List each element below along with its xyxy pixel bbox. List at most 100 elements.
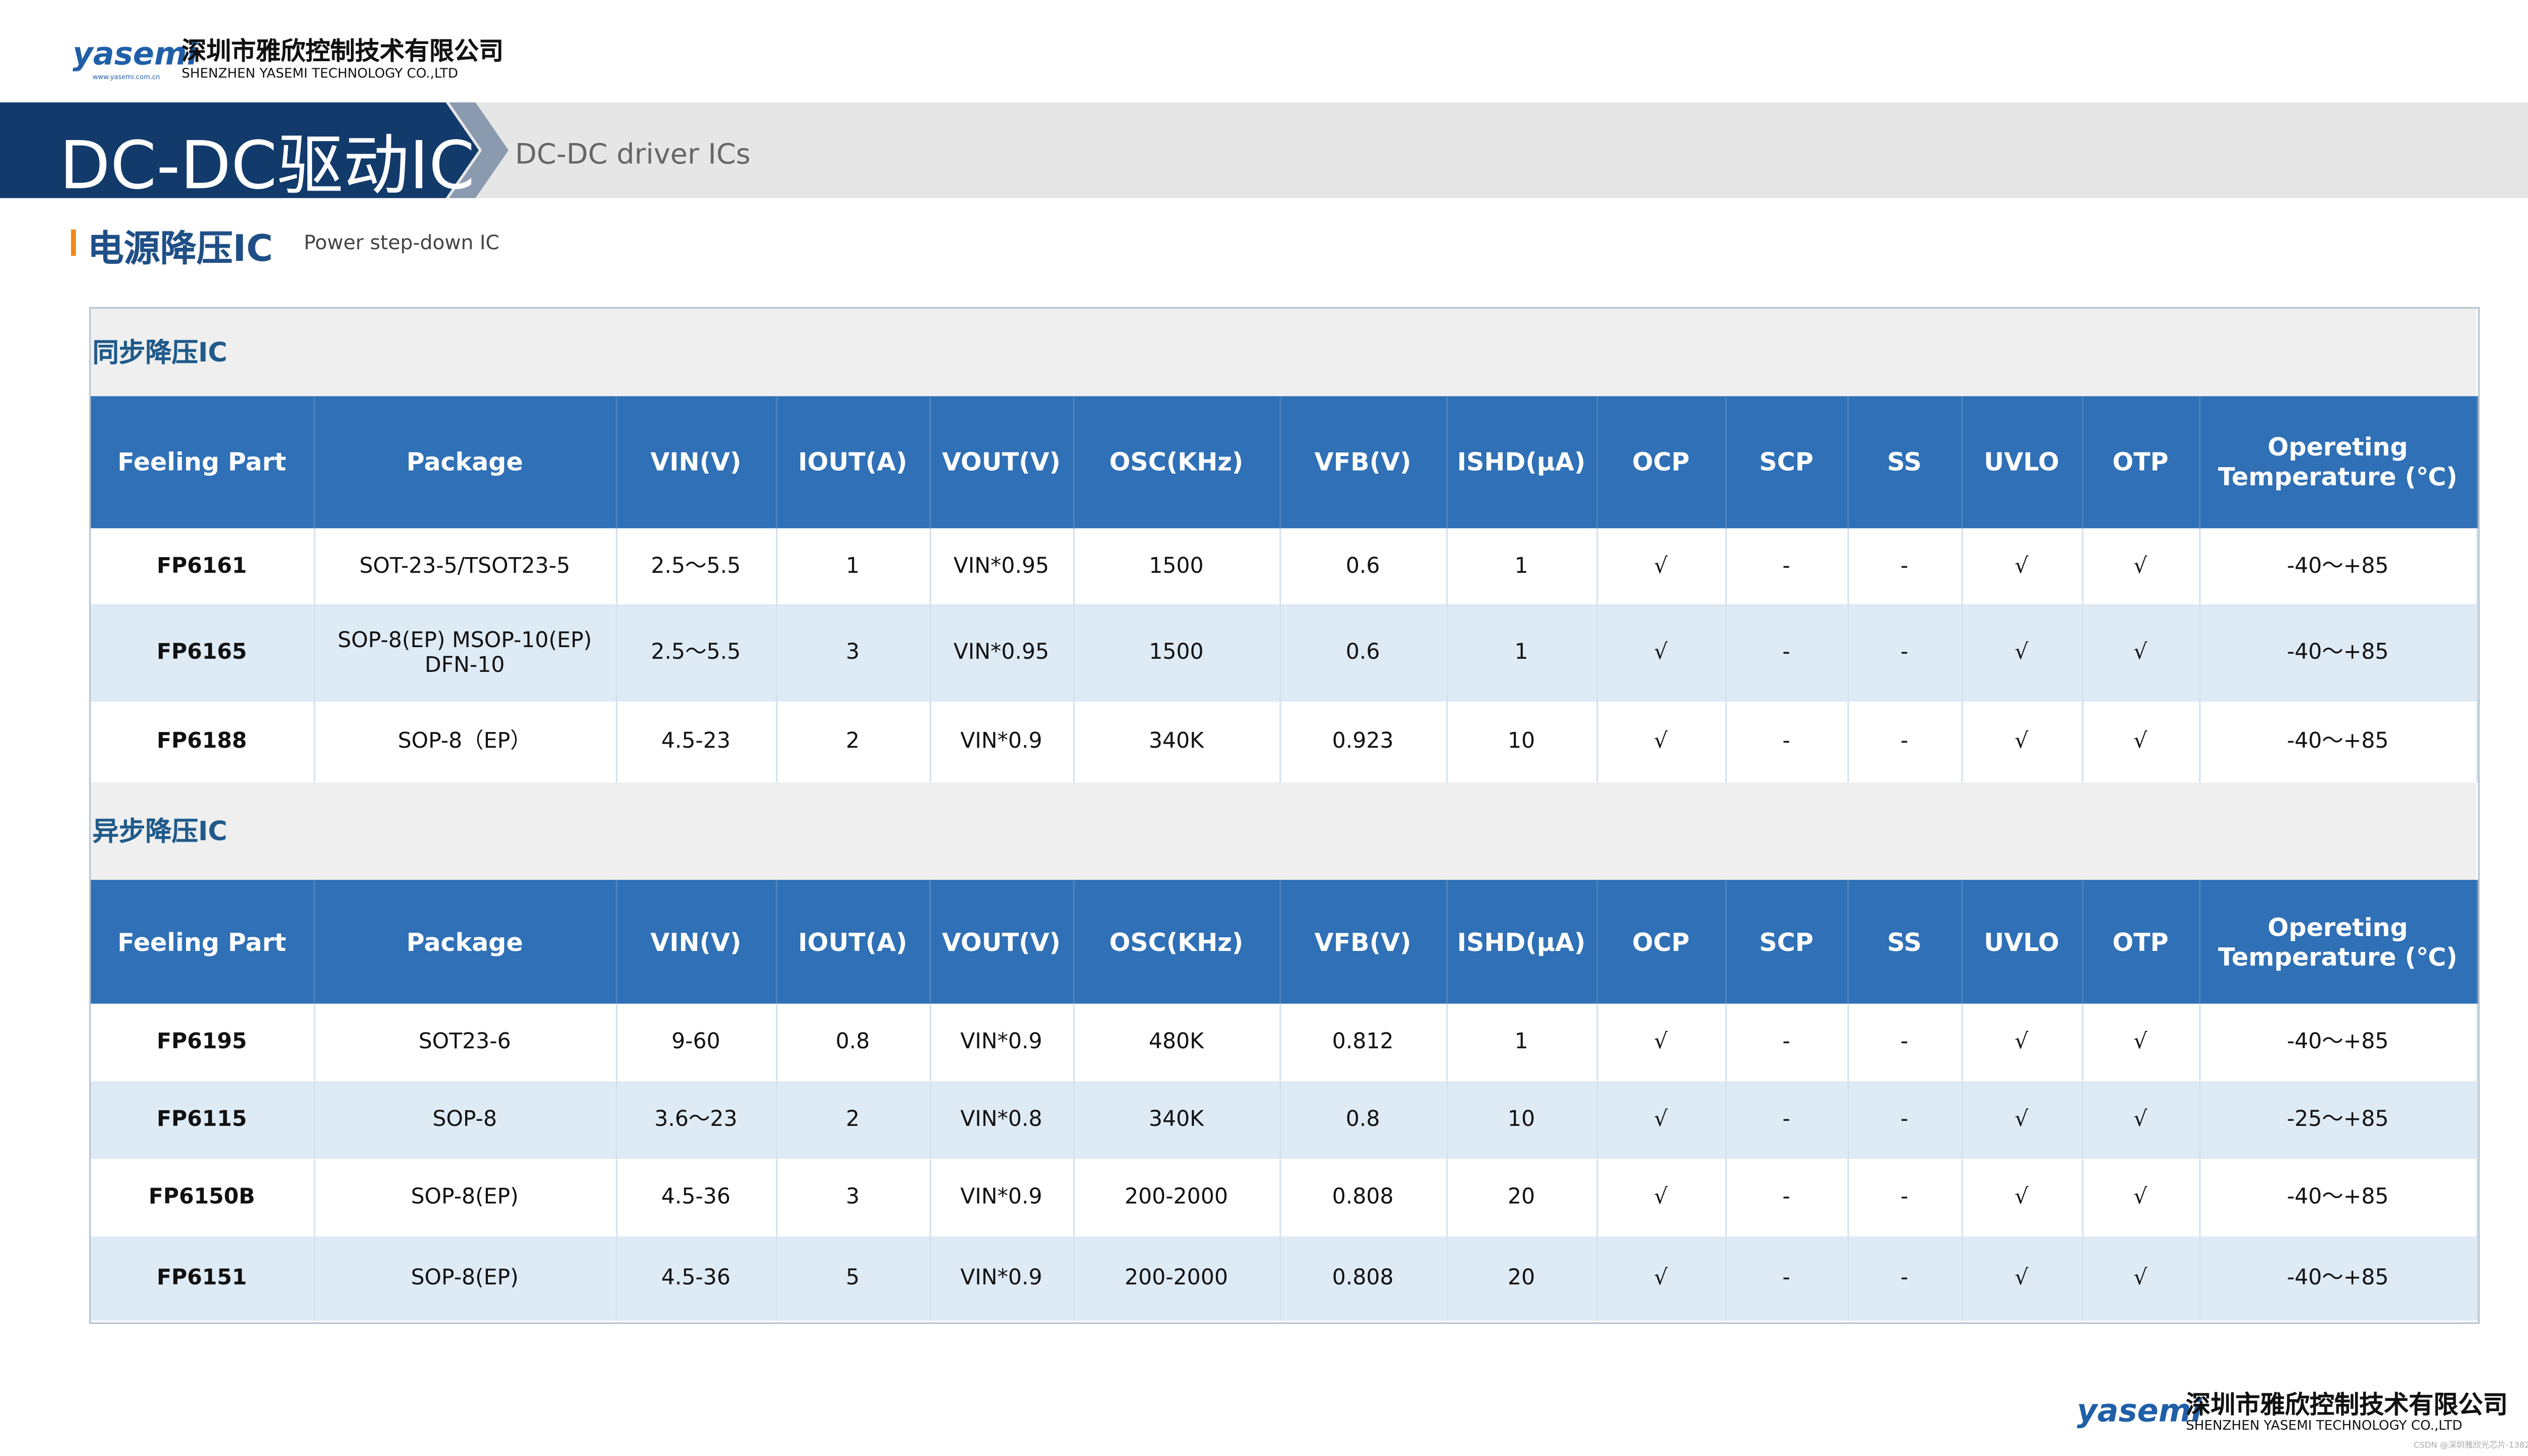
cell: 1 [1446,1004,1598,1081]
cell: 340K [1073,701,1281,783]
logo-url: www.yasemi.com.cn [92,72,160,81]
data-row: FP6151 SOP-8(EP) 4.5-36 5 VIN*0.9 200-2000 0.8… [91,1236,2477,1321]
cell: 4.5-23 [615,701,777,783]
cell: 5 [776,1236,931,1321]
cell: -40～+85 [2199,1159,2477,1237]
part-number: FP6161 [91,528,315,605]
cell: 20 [1446,1159,1598,1237]
cell: VIN*0.8 [929,1081,1074,1159]
cell: √ [1596,701,1726,783]
footer-company-en: SHENZHEN YASEMI TECHNOLOGY CO.,LTD [2186,1418,2463,1433]
cell: √ [1961,1004,2083,1081]
part-number: FP6115 [91,1081,315,1159]
cell: - [1725,604,1848,702]
data-row: FP6165 SOP-8(EP) MSOP-10(EP) DFN-10 2.5～5.… [91,604,2477,702]
cell: 10 [1446,1081,1598,1159]
cell: 2 [776,1081,931,1159]
cell: SOP-8(EP) [313,1159,617,1237]
cell: 0.808 [1279,1159,1448,1237]
cell: 480K [1073,1004,1281,1081]
cell: VIN*0.95 [929,528,1074,605]
cell: √ [2082,1081,2200,1159]
cell: 3.6～23 [615,1081,777,1159]
cell: - [1725,528,1848,605]
cell: 0.8 [776,1004,931,1081]
cell: SOT23-6 [313,1004,617,1081]
cell: 2 [776,701,931,783]
column-header: Feeling Part [91,396,315,528]
footer-company-cn: 深圳市雅欣控制技术有限公司 [2186,1390,2508,1420]
cell: √ [1596,604,1726,702]
column-header: OTP [2082,880,2200,1004]
column-header: VFB(V) [1279,396,1448,528]
cell: √ [1961,604,2083,702]
header-row: Feeling Part Package VIN(V) IOUT(A) VOUT(V) O… [91,396,2477,528]
cell: √ [1596,1236,1726,1321]
cell: 2.5～5.5 [615,604,777,702]
cell: 340K [1073,1081,1281,1159]
cell: - [1847,1004,1962,1081]
cell: √ [2082,1159,2200,1237]
page-subtitle: DC-DC driver ICs [515,139,751,172]
part-number: FP6151 [91,1236,315,1321]
cell: √ [1596,528,1726,605]
part-number: FP6165 [91,604,315,702]
column-header: VIN(V) [615,396,777,528]
cell: 0.6 [1279,528,1448,605]
column-header: VOUT(V) [929,396,1074,528]
cell: 4.5-36 [615,1159,777,1237]
table-title: 同步降压IC [91,308,2477,396]
data-row: FP6115 SOP-8 3.6～23 2 VIN*0.8 340K 0.8 10 √ - - √ √ -… [91,1081,2477,1159]
column-header: Feeling Part [91,880,315,1004]
column-header: VIN(V) [615,880,777,1004]
column-header: SCP [1725,880,1848,1004]
cell: VIN*0.9 [929,1236,1074,1321]
part-number: FP6150B [91,1159,315,1237]
column-header: OSC(KHz) [1073,880,1281,1004]
cell: 200-2000 [1073,1236,1281,1321]
cell: - [1725,1081,1848,1159]
cell: - [1725,1236,1848,1321]
cell: √ [2082,604,2200,702]
spec-table: 异步降压IC Feeling Part Package VIN(V) IOUT(A) VO… [91,782,2477,1321]
cell: √ [2082,1236,2200,1321]
cell: 1500 [1073,604,1281,702]
cell: √ [1961,1159,2083,1237]
table-title: 异步降压IC [91,782,2477,880]
part-number: FP6188 [91,701,315,783]
cell: √ [1596,1004,1726,1081]
cell: 0.808 [1279,1236,1448,1321]
cell: 0.812 [1279,1004,1448,1081]
cell: - [1847,1159,1962,1237]
cell: √ [1596,1159,1726,1237]
column-header: SS [1847,880,1962,1004]
cell: - [1725,1159,1848,1237]
watermark: CSDN @深圳雅欣光芯片-13826798872 [2413,1441,2528,1451]
cell: VIN*0.9 [929,701,1074,783]
cell: SOT-23-5/TSOT23-5 [313,528,617,605]
cell: -40～+85 [2199,604,2477,702]
cell: √ [1961,701,2083,783]
column-header: Opereting Temperature (℃) [2199,396,2477,528]
column-header: IOUT(A) [776,880,931,1004]
column-header: VOUT(V) [929,880,1074,1004]
data-row: FP6161 SOT-23-5/TSOT23-5 2.5～5.5 1 VIN*0.95 1… [91,528,2477,605]
cell: -25～+85 [2199,1081,2477,1159]
cell: -40～+85 [2199,1236,2477,1321]
cell: √ [2082,1004,2200,1081]
spec-table: 同步降压IC Feeling Part Package VIN(V) IOUT(A) VO… [91,308,2477,783]
cell: - [1725,701,1848,783]
company-en: SHENZHEN YASEMI TECHNOLOGY CO.,LTD [182,66,459,81]
cell: - [1847,1236,1962,1321]
column-header: VFB(V) [1279,880,1448,1004]
cell: √ [2082,528,2200,605]
header-block [0,102,509,198]
table-title-row: 同步降压IC [91,308,2477,396]
cell: - [1725,1004,1848,1081]
column-header: OSC(KHz) [1073,396,1281,528]
section-title: 电源降压IC [87,229,273,271]
cell: 3 [776,604,931,702]
cell: 1 [776,528,931,605]
cell: VIN*0.9 [929,1004,1074,1081]
